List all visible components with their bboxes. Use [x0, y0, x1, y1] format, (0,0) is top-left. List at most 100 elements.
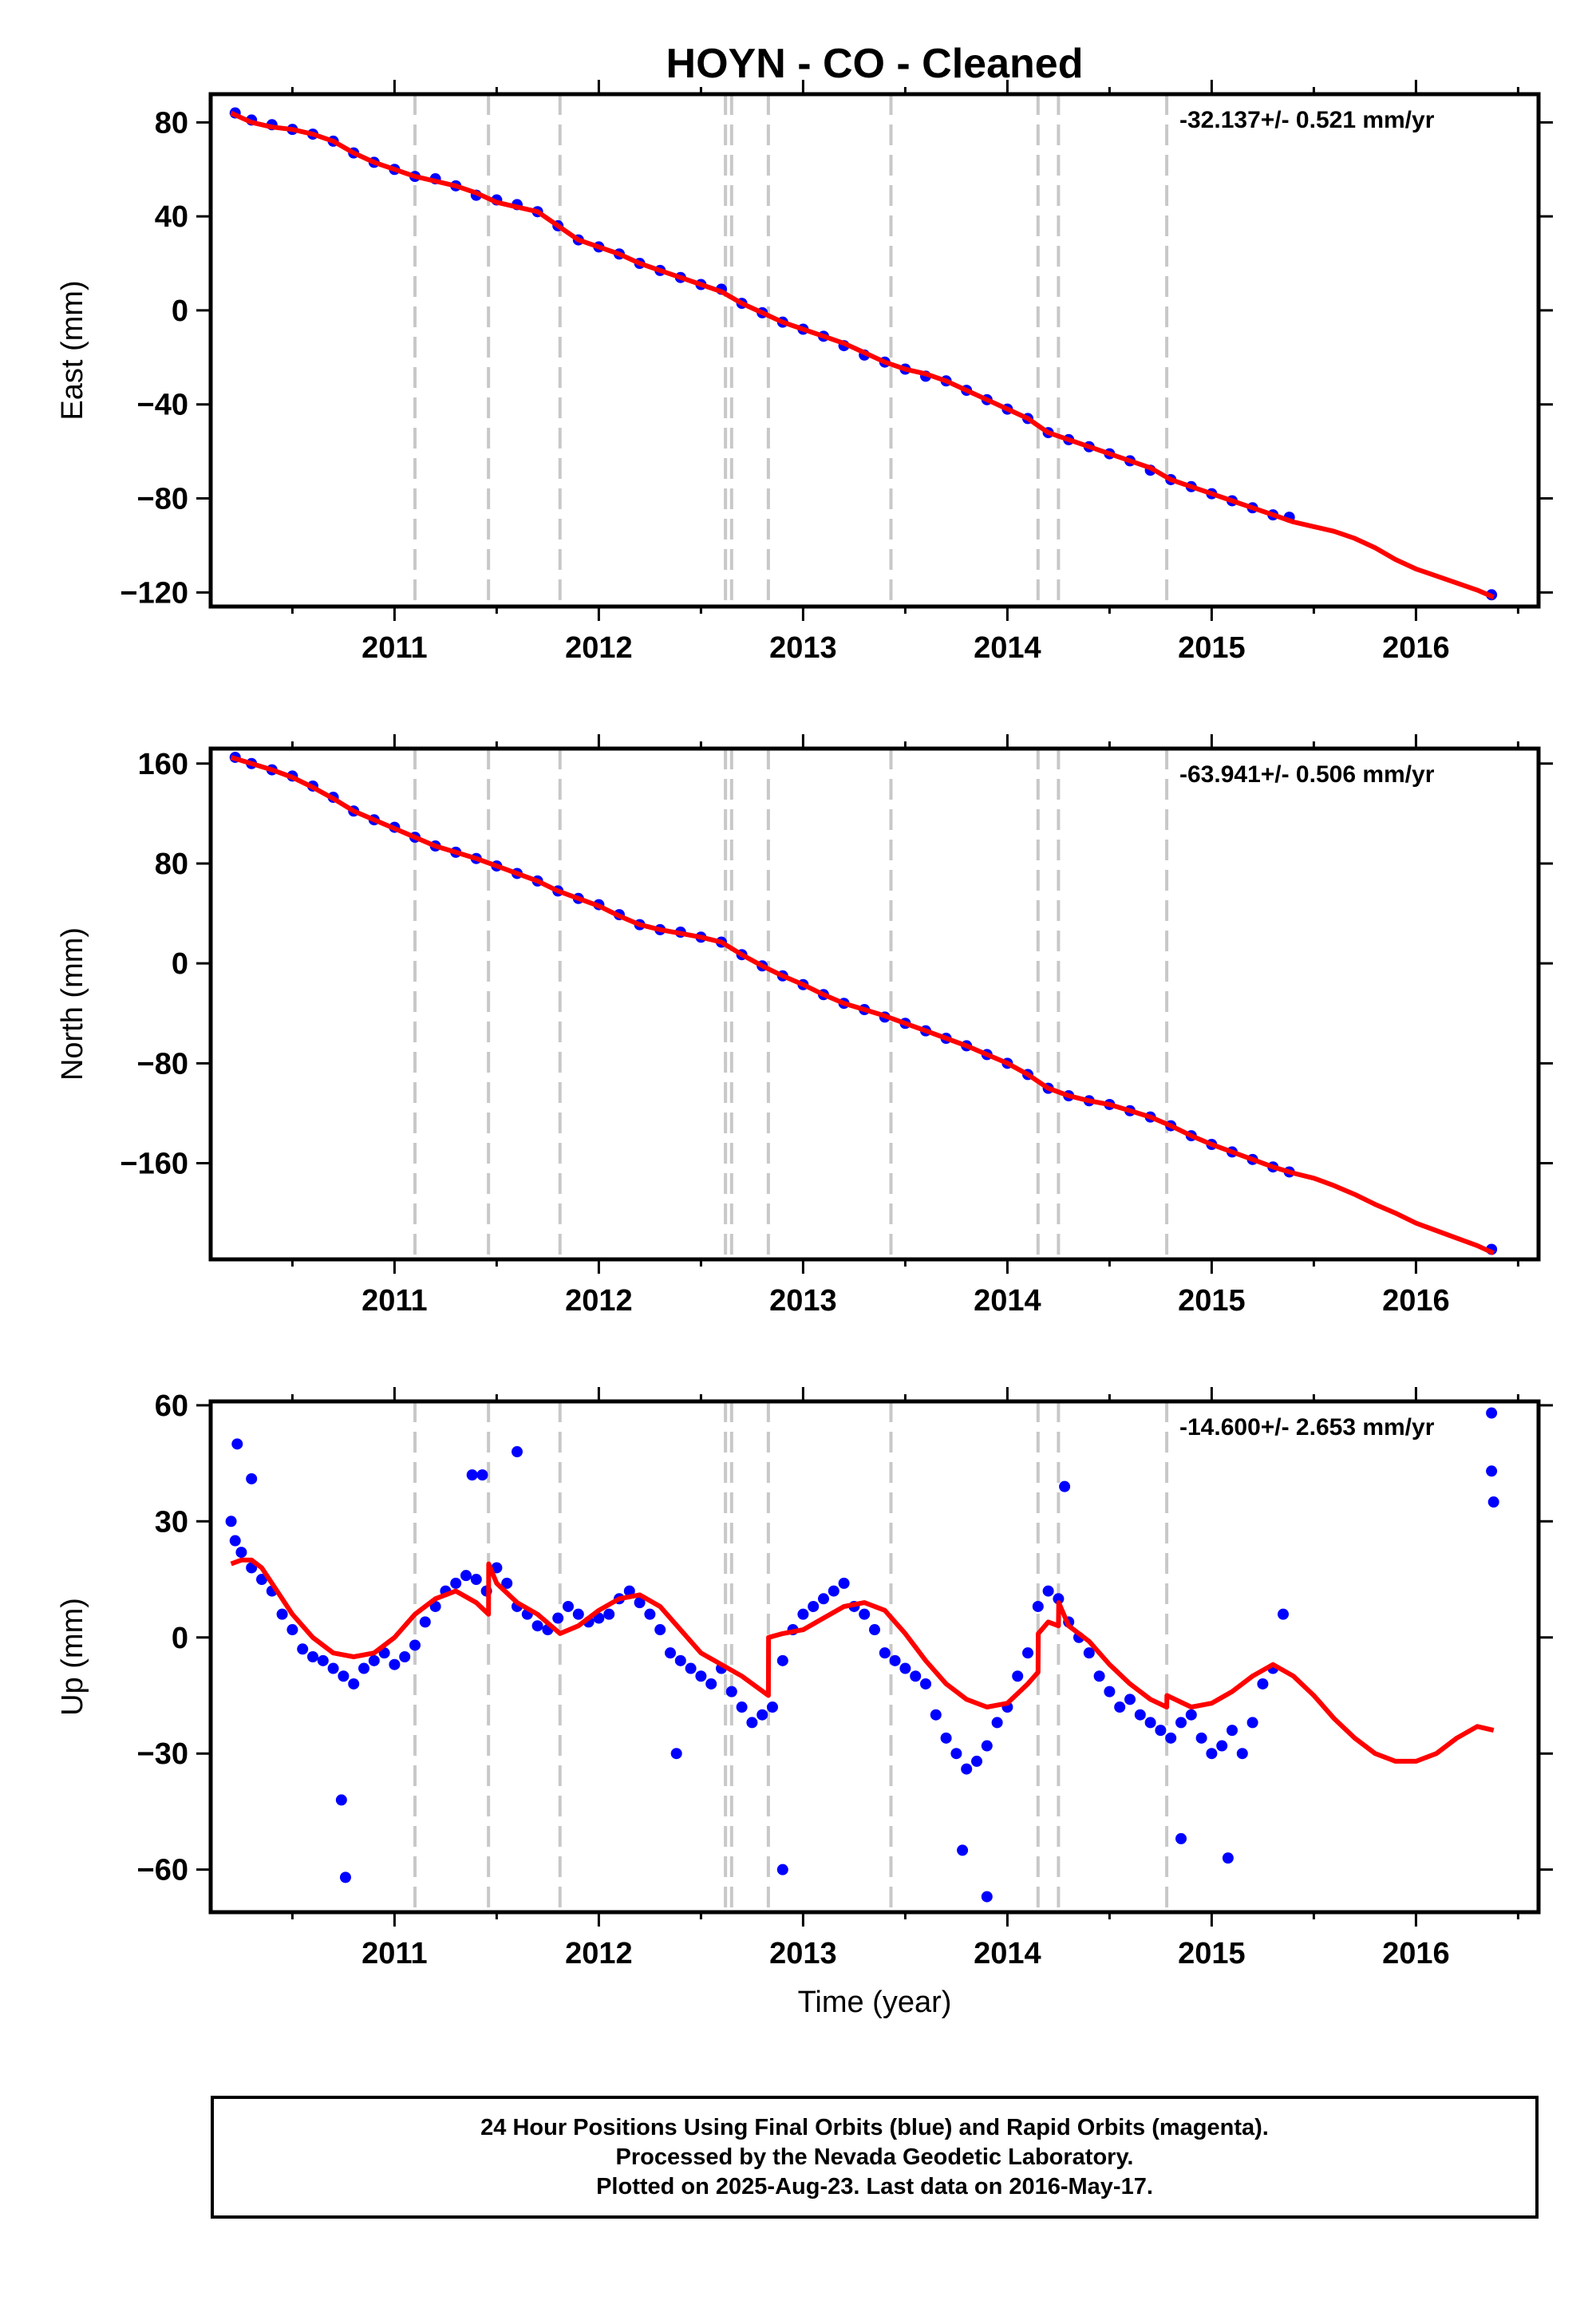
up-data-point: [1053, 1593, 1065, 1605]
east-x-tick-label: 2012: [565, 631, 633, 665]
up-data-point: [940, 1732, 952, 1744]
up-data-point: [950, 1748, 962, 1760]
up-data-point: [1012, 1670, 1024, 1682]
up-data-point: [797, 1608, 809, 1620]
up-data-point: [1486, 1465, 1498, 1477]
up-data-point: [338, 1670, 350, 1682]
up-data-point: [623, 1585, 635, 1597]
east-panel: 2011 2012 2013 2014 2015 2016 80 40 0 −40 −80 −120 E…: [56, 80, 1553, 665]
up-data-point: [1155, 1725, 1167, 1737]
up-data-point: [920, 1678, 931, 1690]
north-panel: 2011 2012 2013 2014 2015 2016 160 80 0 −80 −160 Nor…: [56, 734, 1553, 1318]
north-rate-label: -63.941+/- 0.506 mm/yr: [1179, 761, 1435, 788]
chart-title: HOYN - CO - Cleaned: [666, 41, 1084, 87]
up-data-point: [757, 1709, 768, 1721]
up-data-point: [531, 1620, 543, 1632]
up-data-point: [665, 1647, 676, 1659]
up-data-point: [1486, 1407, 1498, 1419]
up-data-point: [1022, 1647, 1033, 1659]
north-x-tick-label: 2016: [1382, 1284, 1450, 1318]
up-data-point: [501, 1577, 513, 1589]
up-data-point: [399, 1651, 411, 1662]
north-y-tick-label: −80: [137, 1047, 188, 1081]
up-x-tick-label: 2012: [565, 1937, 633, 1970]
up-y-tick-label: −30: [137, 1737, 188, 1771]
up-data-point: [1093, 1670, 1105, 1682]
up-data-point: [654, 1624, 666, 1636]
east-y-tick-label: 80: [155, 106, 188, 140]
up-data-point: [1175, 1717, 1187, 1729]
up-data-point: [1134, 1709, 1146, 1721]
east-plot-frame: [208, 92, 1541, 609]
up-data-point: [674, 1654, 686, 1666]
north-x-tick-label: 2011: [361, 1284, 427, 1318]
up-data-point: [246, 1472, 258, 1484]
up-data-point: [229, 1535, 241, 1547]
up-data-point: [231, 1438, 243, 1450]
east-x-tick-label: 2013: [769, 631, 837, 665]
up-data-point: [957, 1844, 969, 1856]
north-y-tick-label: −160: [120, 1148, 188, 1181]
north-x-tick-label: 2014: [974, 1284, 1041, 1318]
up-data-point: [358, 1662, 369, 1674]
up-data-point: [1278, 1608, 1289, 1620]
up-model-line: [230, 1557, 1495, 1764]
up-data-point: [879, 1647, 891, 1659]
up-data-point: [286, 1624, 298, 1636]
up-data-point: [634, 1597, 646, 1609]
north-y-tick-label: 160: [138, 748, 188, 781]
up-data-point: [235, 1547, 247, 1559]
up-data-point: [1227, 1725, 1238, 1737]
up-data-point: [1032, 1600, 1044, 1612]
up-data-point: [572, 1608, 584, 1620]
up-data-point: [389, 1658, 401, 1670]
up-data-point: [838, 1577, 850, 1589]
up-data-point: [1083, 1647, 1095, 1659]
east-x-tick-label: 2015: [1178, 631, 1246, 665]
up-data-point: [1222, 1852, 1234, 1864]
up-data-point: [776, 1863, 788, 1875]
north-x-tick-label: 2013: [769, 1284, 837, 1318]
up-data-point: [225, 1516, 237, 1528]
footer-line-processed: Processed by the Nevada Geodetic Laborat…: [615, 2144, 1134, 2170]
east-x-tick-label: 2014: [974, 631, 1041, 665]
up-x-tick-label: 2015: [1178, 1937, 1246, 1970]
up-data-point: [685, 1662, 697, 1674]
north-y-tick-label: 80: [155, 848, 188, 881]
up-data-point: [276, 1608, 288, 1620]
east-y-tick-label: −80: [137, 483, 188, 516]
up-data-point: [563, 1600, 574, 1612]
up-data-point: [1042, 1585, 1054, 1597]
up-data-point: [736, 1701, 748, 1713]
up-data-point: [409, 1639, 421, 1651]
up-y-tick-label: 0: [172, 1622, 188, 1655]
up-data-point: [828, 1585, 839, 1597]
up-data-point: [256, 1574, 267, 1586]
x-axis-label: Time (year): [798, 1986, 952, 2019]
up-y-tick-label: −60: [137, 1854, 188, 1887]
east-rate-label: -32.137+/- 0.521 mm/yr: [1179, 107, 1435, 133]
up-data-point: [971, 1755, 982, 1767]
up-data-point: [1246, 1717, 1258, 1729]
up-data-point: [746, 1717, 758, 1729]
up-data-point: [450, 1577, 462, 1589]
up-data-point: [1124, 1694, 1136, 1705]
footer-line-plotted: Plotted on 2025-Aug-23. Last data on 201…: [596, 2173, 1153, 2199]
up-data-point: [1175, 1832, 1187, 1844]
east-x-tick-label: 2011: [361, 631, 427, 665]
up-data-point: [889, 1654, 901, 1666]
up-data-point: [297, 1643, 309, 1655]
up-data-point: [899, 1662, 911, 1674]
up-data-point: [603, 1608, 615, 1620]
up-data-point: [307, 1651, 318, 1662]
up-data-point: [1144, 1717, 1156, 1729]
up-data-point: [476, 1469, 488, 1481]
up-data-point: [1114, 1701, 1126, 1713]
north-x-tick-label: 2012: [565, 1284, 633, 1318]
up-rate-label: -14.600+/- 2.653 mm/yr: [1179, 1414, 1435, 1441]
east-y-tick-label: 40: [155, 200, 188, 234]
up-data-point: [552, 1612, 564, 1624]
up-data-point: [776, 1654, 788, 1666]
up-x-tick-label: 2013: [769, 1937, 837, 1970]
east-x-tick-label: 2016: [1382, 631, 1450, 665]
